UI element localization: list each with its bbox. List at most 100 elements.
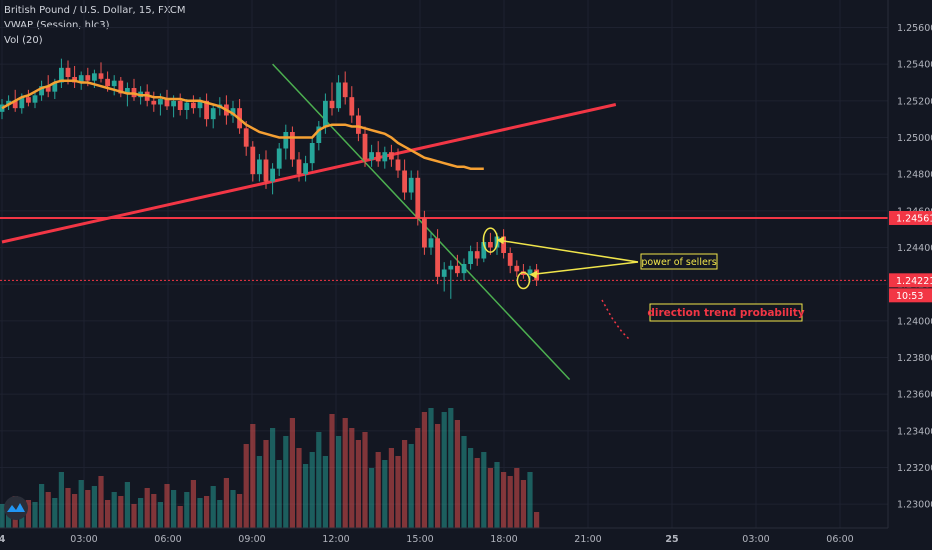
candle-body[interactable] bbox=[316, 126, 322, 144]
candle-body[interactable] bbox=[32, 95, 38, 103]
candle-body[interactable] bbox=[98, 73, 104, 79]
candle-body[interactable] bbox=[263, 159, 269, 182]
candle-body[interactable] bbox=[78, 75, 84, 83]
candle-body[interactable] bbox=[164, 99, 170, 107]
candle-body[interactable] bbox=[336, 82, 341, 109]
trend-line[interactable] bbox=[1, 103, 617, 244]
candle-body[interactable] bbox=[12, 100, 18, 109]
candle-body[interactable] bbox=[455, 265, 460, 274]
candle-body[interactable] bbox=[402, 170, 407, 193]
candle-body[interactable] bbox=[19, 97, 25, 109]
volume-bar bbox=[514, 468, 520, 528]
candle-body[interactable] bbox=[105, 78, 110, 87]
candle-body[interactable] bbox=[481, 242, 487, 259]
candle-body[interactable] bbox=[415, 177, 421, 219]
candle-body[interactable] bbox=[303, 163, 308, 175]
volume-bar bbox=[164, 484, 170, 528]
candle-body[interactable] bbox=[184, 102, 190, 110]
candle-body[interactable] bbox=[375, 152, 381, 162]
candle-body[interactable] bbox=[230, 108, 236, 116]
candle-body[interactable] bbox=[428, 238, 434, 248]
candle-body[interactable] bbox=[468, 251, 473, 264]
candle-body[interactable] bbox=[395, 159, 401, 171]
volume-bar bbox=[72, 494, 78, 528]
candle-body[interactable] bbox=[474, 251, 480, 259]
candle-body[interactable] bbox=[197, 100, 203, 109]
volume-bar bbox=[362, 432, 368, 528]
logo-icon[interactable] bbox=[4, 496, 28, 520]
candle-body[interactable] bbox=[177, 100, 183, 110]
candle-body[interactable] bbox=[6, 100, 11, 105]
candle-body[interactable] bbox=[59, 67, 64, 83]
candle-body[interactable] bbox=[270, 168, 275, 182]
annotation-box bbox=[640, 253, 718, 270]
candle-body[interactable] bbox=[26, 97, 31, 103]
candle-body[interactable] bbox=[435, 238, 440, 277]
price-tag-label: 1.24561 bbox=[896, 213, 932, 224]
price-tick-label: 1.23800 bbox=[897, 353, 932, 364]
time-axis[interactable] bbox=[0, 528, 932, 550]
volume-bar bbox=[237, 494, 243, 528]
candle-body[interactable] bbox=[448, 265, 454, 270]
candle-body[interactable] bbox=[290, 132, 295, 160]
volume-bar bbox=[494, 462, 500, 528]
volume-bar bbox=[6, 508, 12, 528]
candle-body[interactable] bbox=[488, 242, 493, 248]
candle-body[interactable] bbox=[514, 265, 520, 272]
candle-body[interactable] bbox=[342, 82, 348, 98]
symbol-title: British Pound / U.S. Dollar, 15, FXCM bbox=[4, 5, 186, 16]
candle-body[interactable] bbox=[65, 67, 71, 77]
candle-body[interactable] bbox=[501, 236, 506, 254]
candle-body[interactable] bbox=[250, 146, 256, 175]
candle-body[interactable] bbox=[356, 115, 361, 134]
candle-body[interactable] bbox=[382, 152, 388, 162]
candle-body[interactable] bbox=[408, 177, 414, 193]
candle-body[interactable] bbox=[362, 133, 368, 160]
candle-body[interactable] bbox=[158, 99, 163, 105]
candle-body[interactable] bbox=[309, 143, 315, 164]
candle-body[interactable] bbox=[441, 269, 447, 277]
candle-body[interactable] bbox=[85, 75, 91, 81]
candle-body[interactable] bbox=[92, 73, 97, 81]
volume-bar bbox=[138, 498, 144, 528]
candle-body[interactable] bbox=[39, 86, 44, 96]
candle-body[interactable] bbox=[461, 264, 467, 274]
candle-body[interactable] bbox=[125, 88, 130, 94]
candle-body[interactable] bbox=[52, 82, 58, 92]
candle-body[interactable] bbox=[45, 86, 51, 92]
candle-body[interactable] bbox=[296, 159, 302, 175]
candle-body[interactable] bbox=[210, 108, 216, 120]
volume-bar bbox=[283, 436, 289, 528]
volume-bar bbox=[454, 420, 460, 528]
time-tick-label: 06:00 bbox=[154, 534, 181, 545]
candle-body[interactable] bbox=[204, 100, 209, 120]
volume-bar bbox=[342, 418, 348, 528]
candle-body[interactable] bbox=[151, 100, 157, 105]
candle-body[interactable] bbox=[283, 132, 289, 149]
candle-body[interactable] bbox=[257, 159, 262, 175]
candle-body[interactable] bbox=[329, 100, 335, 109]
candle-body[interactable] bbox=[422, 218, 427, 248]
candle-body[interactable] bbox=[389, 152, 394, 160]
candle-body[interactable] bbox=[191, 102, 196, 109]
candle-body[interactable] bbox=[171, 100, 176, 107]
volume-bar bbox=[534, 512, 540, 528]
annotation-box bbox=[649, 303, 803, 322]
volume-bar bbox=[415, 428, 421, 528]
volume-bar bbox=[527, 472, 533, 528]
candle-body[interactable] bbox=[111, 80, 117, 87]
trend-line[interactable] bbox=[272, 63, 571, 381]
candle-body[interactable] bbox=[276, 148, 282, 169]
candle-body[interactable] bbox=[527, 269, 533, 276]
candle-body[interactable] bbox=[369, 152, 374, 160]
candle-body[interactable] bbox=[349, 97, 355, 116]
candle-body[interactable] bbox=[118, 80, 124, 94]
candle-body[interactable] bbox=[507, 253, 513, 266]
volume-bar bbox=[25, 500, 31, 528]
candle-body[interactable] bbox=[243, 128, 249, 147]
volume-bar bbox=[395, 456, 401, 528]
volume-bar bbox=[98, 476, 104, 528]
annotation-direction-trend: direction trend probability bbox=[647, 307, 804, 319]
candle-body[interactable] bbox=[323, 100, 328, 127]
